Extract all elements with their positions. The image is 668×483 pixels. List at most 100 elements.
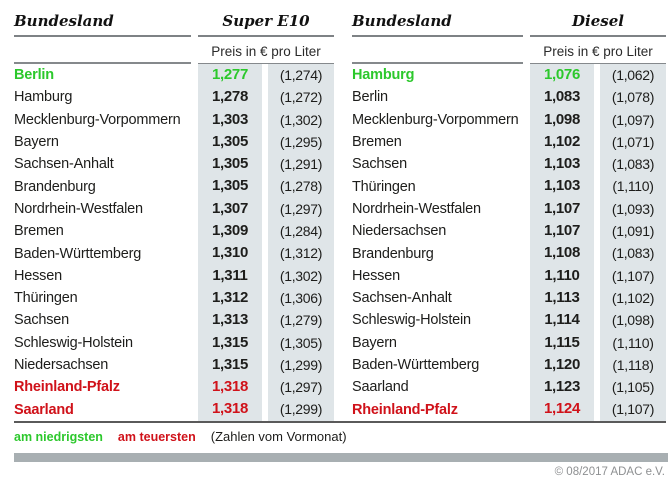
- price-current: 1,108: [530, 242, 594, 265]
- table-row: Brandenburg 1,108 (1,083): [352, 242, 666, 265]
- table-diesel: Bundesland Diesel Preis in € pro Liter H…: [352, 12, 666, 421]
- table-row: Brandenburg 1,305 (1,278): [14, 175, 334, 198]
- table-body-super-e10: Berlin 1,277 (1,274) Hamburg 1,278 (1,272) Mec…: [14, 64, 334, 421]
- fuel-price-infographic: Bundesland Super E10 Preis in € pro Lite…: [0, 12, 668, 483]
- table-row: Bremen 1,102 (1,071): [352, 130, 666, 154]
- copyright-text: © 08/2017 ADAC e.V.: [554, 465, 665, 478]
- table-row: Rheinland-Pfalz 1,318 (1,297): [14, 376, 334, 399]
- price-current: 1,305: [198, 153, 262, 176]
- price-previous: (1,302): [268, 108, 334, 131]
- table-row: Niedersachsen 1,107 (1,091): [352, 220, 666, 243]
- state-name: Sachsen: [352, 156, 408, 173]
- price-current: 1,115: [530, 331, 594, 354]
- state-name: Nordrhein-Westfalen: [14, 200, 143, 217]
- price-current: 1,310: [198, 242, 262, 265]
- price-previous: (1,306): [268, 286, 334, 310]
- state-name: Schleswig-Holstein: [14, 334, 133, 351]
- table-row: Sachsen 1,313 (1,279): [14, 309, 334, 332]
- subheader-spacer: [352, 35, 523, 64]
- price-current: 1,076: [530, 64, 594, 87]
- price-current: 1,305: [198, 130, 262, 154]
- table-row: Thüringen 1,312 (1,306): [14, 286, 334, 310]
- price-current: 1,305: [198, 175, 262, 198]
- table-row: Berlin 1,083 (1,078): [352, 86, 666, 109]
- price-current: 1,303: [198, 108, 262, 131]
- table-header-row: Bundesland Diesel: [352, 12, 666, 37]
- legend-lowest-label: am niedrigsten: [14, 429, 103, 444]
- column-header-bundesland: Bundesland: [352, 12, 523, 37]
- state-name: Mecklenburg-Vorpommern: [14, 111, 181, 128]
- price-previous: (1,098): [600, 309, 666, 332]
- unit-header: Preis in € pro Liter: [198, 44, 334, 64]
- state-name: Bremen: [14, 223, 64, 240]
- table-row: Rheinland-Pfalz 1,124 (1,107): [352, 398, 666, 421]
- state-name: Rheinland-Pfalz: [14, 379, 120, 396]
- table-row: Nordrhein-Westfalen 1,307 (1,297): [14, 197, 334, 221]
- price-previous: (1,107): [600, 398, 666, 421]
- state-name: Thüringen: [352, 178, 416, 195]
- price-previous: (1,291): [268, 153, 334, 176]
- table-body-diesel: Hamburg 1,076 (1,062) Berlin 1,083 (1,078) Mec…: [352, 64, 666, 421]
- tables-container: Bundesland Super E10 Preis in € pro Lite…: [14, 12, 668, 421]
- price-current: 1,277: [198, 64, 262, 87]
- price-current: 1,315: [198, 331, 262, 354]
- state-name: Schleswig-Holstein: [352, 312, 471, 329]
- state-name: Saarland: [14, 401, 74, 418]
- price-previous: (1,305): [268, 331, 334, 354]
- state-name: Nordrhein-Westfalen: [352, 200, 481, 217]
- table-row: Baden-Württemberg 1,310 (1,312): [14, 242, 334, 265]
- table-row: Niedersachsen 1,315 (1,299): [14, 353, 334, 377]
- state-name: Hamburg: [352, 67, 415, 84]
- state-name: Sachsen-Anhalt: [14, 156, 114, 173]
- price-previous: (1,083): [600, 153, 666, 176]
- state-name: Berlin: [352, 89, 388, 106]
- price-current: 1,102: [530, 130, 594, 154]
- price-current: 1,107: [530, 197, 594, 221]
- table-row: Saarland 1,318 (1,299): [14, 398, 334, 421]
- table-row: Berlin 1,277 (1,274): [14, 64, 334, 87]
- price-current: 1,110: [530, 264, 594, 287]
- price-previous: (1,105): [600, 376, 666, 399]
- state-name: Baden-Württemberg: [14, 245, 142, 262]
- price-previous: (1,071): [600, 130, 666, 154]
- price-current: 1,309: [198, 220, 262, 243]
- price-previous: (1,110): [600, 331, 666, 354]
- table-row: Hamburg 1,278 (1,272): [14, 86, 334, 109]
- price-current: 1,107: [530, 220, 594, 243]
- price-previous: (1,062): [600, 64, 666, 87]
- price-current: 1,103: [530, 175, 594, 198]
- table-row: Hamburg 1,076 (1,062): [352, 64, 666, 87]
- price-current: 1,312: [198, 286, 262, 310]
- table-row: Sachsen 1,103 (1,083): [352, 153, 666, 176]
- price-previous: (1,299): [268, 398, 334, 421]
- price-current: 1,113: [530, 286, 594, 310]
- table-row: Bayern 1,305 (1,295): [14, 130, 334, 154]
- table-row: Schleswig-Holstein 1,315 (1,305): [14, 331, 334, 354]
- state-name: Saarland: [352, 379, 409, 396]
- price-current: 1,313: [198, 309, 262, 332]
- state-name: Berlin: [14, 67, 54, 84]
- price-previous: (1,299): [268, 353, 334, 377]
- price-current: 1,124: [530, 398, 594, 421]
- price-previous: (1,091): [600, 220, 666, 243]
- state-name: Bayern: [352, 334, 397, 351]
- table-row: Sachsen-Anhalt 1,113 (1,102): [352, 286, 666, 310]
- table-row: Hessen 1,311 (1,302): [14, 264, 334, 287]
- table-super-e10: Bundesland Super E10 Preis in € pro Lite…: [14, 12, 334, 421]
- table-row: Nordrhein-Westfalen 1,107 (1,093): [352, 197, 666, 221]
- price-current: 1,114: [530, 309, 594, 332]
- state-name: Brandenburg: [352, 245, 434, 262]
- price-previous: (1,284): [268, 220, 334, 243]
- legend: am niedrigsten am teuersten (Zahlen vom …: [14, 420, 666, 448]
- state-name: Bayern: [14, 134, 59, 151]
- price-previous: (1,274): [268, 64, 334, 87]
- price-previous: (1,093): [600, 197, 666, 221]
- price-current: 1,103: [530, 153, 594, 176]
- price-current: 1,278: [198, 86, 262, 109]
- price-previous: (1,272): [268, 86, 334, 109]
- legend-highest-label: am teuersten: [117, 429, 196, 444]
- state-name: Niedersachsen: [352, 223, 447, 240]
- price-previous: (1,107): [600, 264, 666, 287]
- price-previous: (1,097): [600, 108, 666, 131]
- table-subheader-row: Preis in € pro Liter: [14, 37, 334, 64]
